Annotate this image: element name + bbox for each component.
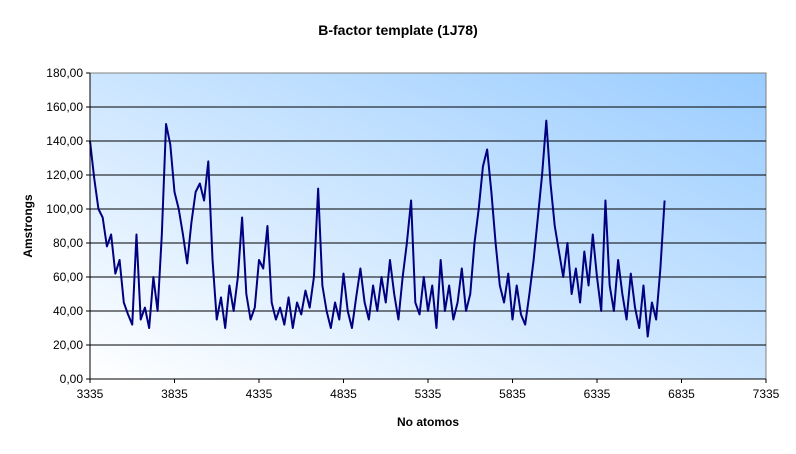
chart-title: B-factor template (1J78) (318, 22, 478, 38)
y-axis-label: Amstrongs (21, 194, 35, 258)
x-tick-label: 3835 (161, 387, 188, 401)
y-tick-label: 40,00 (53, 304, 83, 318)
x-tick-label: 3335 (77, 387, 104, 401)
x-tick-label: 7335 (753, 387, 780, 401)
x-tick-label: 6835 (668, 387, 695, 401)
y-tick-label: 0,00 (60, 372, 84, 386)
plot-area (89, 72, 767, 380)
y-tick-label: 60,00 (53, 270, 83, 284)
y-tick-label: 160,00 (46, 100, 83, 114)
y-tick-label: 20,00 (53, 338, 83, 352)
x-tick-label: 5835 (499, 387, 526, 401)
y-tick-label: 120,00 (46, 168, 83, 182)
x-tick-label: 6335 (584, 387, 611, 401)
y-tick-label: 180,00 (46, 66, 83, 80)
x-tick-label: 4835 (330, 387, 357, 401)
x-tick-label: 5335 (415, 387, 442, 401)
y-tick-label: 100,00 (46, 202, 83, 216)
x-tick-label: 4335 (246, 387, 273, 401)
x-axis-label: No atomos (397, 415, 459, 429)
series-line-bfactor (89, 119, 666, 338)
y-tick-label: 140,00 (46, 134, 83, 148)
y-tick-label: 80,00 (53, 236, 83, 250)
